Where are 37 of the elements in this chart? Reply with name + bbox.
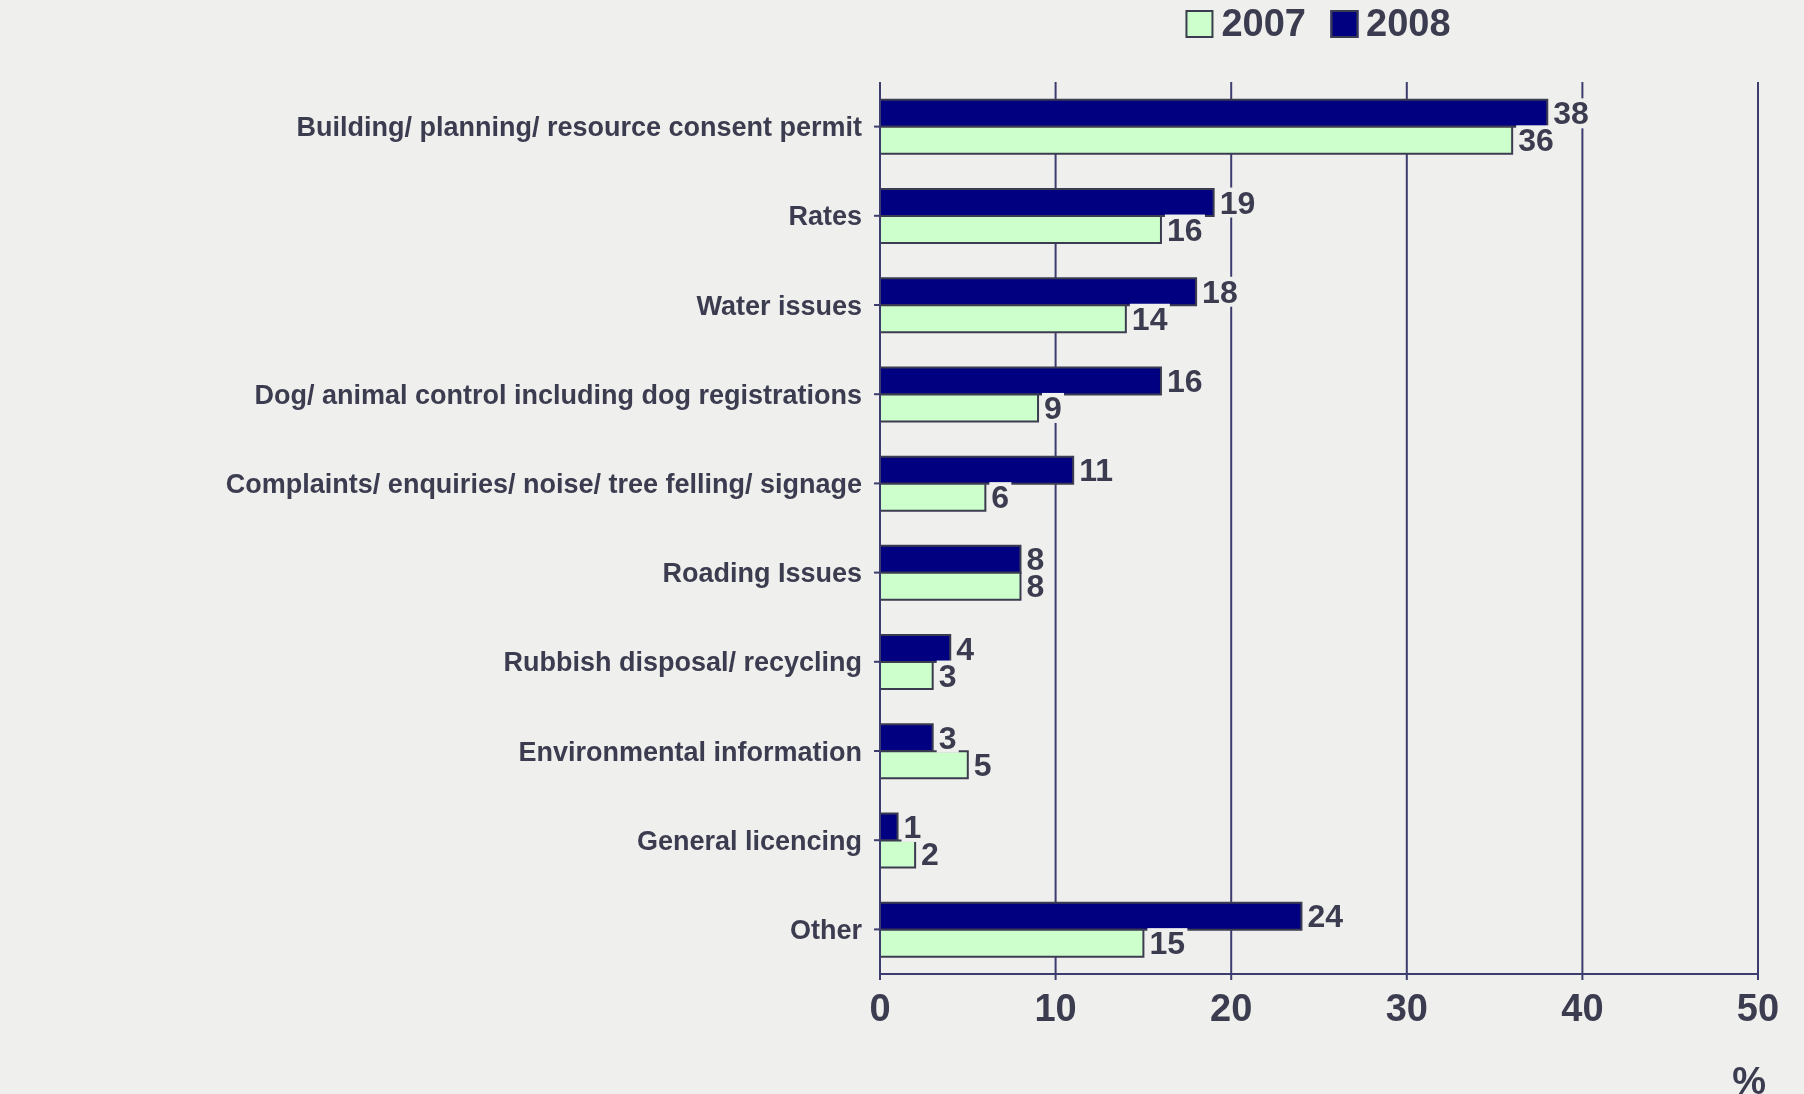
data-label: 9 (1044, 389, 1062, 426)
x-axis-title: % (1732, 1060, 1766, 1094)
y-tick-label: Other (789, 914, 863, 945)
data-label: 6 (991, 479, 1010, 516)
legend-label: 2007 (1221, 2, 1306, 45)
data-label: 14 (1131, 300, 1168, 337)
y-tick-label: Environmental information (518, 736, 862, 767)
data-label: 11 (1079, 452, 1113, 489)
data-label: 4 (956, 630, 975, 667)
y-tick-label: Water issues (696, 290, 862, 321)
y-tick-label: Rates (788, 201, 862, 232)
y-tick-label: Building/ planning/ resource consent permit (296, 112, 862, 143)
y-tick-label: Complaints/ enquiries/ noise/ tree felling/ signage (225, 468, 862, 499)
data-label: 3 (938, 657, 957, 694)
data-label: 24 (1307, 898, 1344, 935)
data-label: 36 (1518, 122, 1554, 159)
data-label: 5 (973, 746, 992, 783)
data-label: 38 (1553, 95, 1589, 132)
legend-label: 2008 (1366, 2, 1451, 45)
data-label: 1 (903, 808, 922, 845)
x-tick-label: 20 (1210, 986, 1253, 1029)
x-tick-label: 40 (1561, 986, 1604, 1029)
y-tick-label: General licencing (636, 825, 862, 856)
data-label: 18 (1202, 273, 1238, 310)
data-label: 16 (1166, 362, 1203, 399)
x-tick-label: 30 (1385, 986, 1428, 1029)
data-label: 16 (1166, 211, 1203, 248)
x-tick-label: 10 (1034, 986, 1077, 1029)
data-label: 3 (938, 719, 957, 756)
x-tick-label: 0 (869, 986, 891, 1029)
y-tick-label: Dog/ animal control including dog registrations (254, 379, 862, 410)
data-label: 19 (1219, 184, 1256, 221)
data-label: 15 (1149, 925, 1185, 962)
y-tick-label: Roading Issues (662, 558, 862, 589)
y-tick-label: Rubbish disposal/ recycling (503, 647, 862, 678)
data-label: 2 (921, 835, 939, 872)
x-tick-label: 50 (1736, 986, 1780, 1029)
